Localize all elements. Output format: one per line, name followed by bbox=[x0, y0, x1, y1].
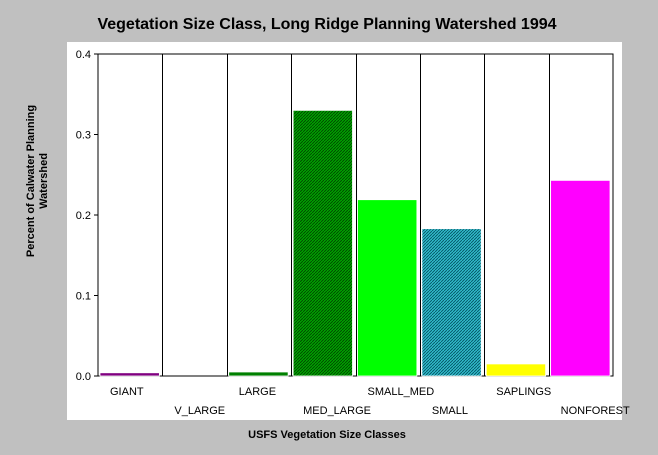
bar-med-large bbox=[292, 109, 353, 377]
x-category-label: GIANT bbox=[110, 386, 144, 398]
bar-saplings bbox=[485, 363, 547, 377]
y-axis-title: Percent of Calwater Planning Watershed bbox=[25, 105, 50, 257]
x-category-label: LARGE bbox=[239, 386, 276, 398]
y-tick-label: 0.4 bbox=[76, 49, 91, 61]
plot-area bbox=[97, 53, 614, 377]
x-category-label: SMALL bbox=[432, 405, 468, 417]
y-axis-ticks: 0.0 0.1 0.2 0.3 0.4 bbox=[76, 49, 98, 383]
x-category-label: MED_LARGE bbox=[303, 405, 371, 417]
x-category-label: V_LARGE bbox=[174, 405, 225, 417]
chart-title: Vegetation Size Class, Long Ridge Planni… bbox=[97, 16, 556, 33]
y-tick-label: 0.3 bbox=[76, 130, 91, 142]
bar-giant bbox=[99, 372, 160, 377]
bar-small bbox=[421, 228, 482, 377]
x-category-label: SMALL_MED bbox=[368, 386, 435, 398]
bar-small-med bbox=[357, 199, 418, 377]
x-category-label: NONFOREST bbox=[561, 405, 630, 417]
y-axis-title-line-1: Percent of Calwater Planning bbox=[25, 105, 37, 257]
x-category-label: SAPLINGS bbox=[496, 386, 551, 398]
bar-large bbox=[228, 371, 289, 377]
bars bbox=[99, 109, 611, 377]
category-dividers bbox=[162, 54, 550, 376]
x-axis-categories: GIANT V_LARGE LARGE MED_LARGE SMALL_MED SMALL… bbox=[110, 386, 630, 417]
y-axis-title-line-2: Watershed bbox=[38, 153, 50, 209]
x-axis-title: USFS Vegetation Size Classes bbox=[248, 429, 406, 441]
y-tick-label: 0.0 bbox=[76, 371, 91, 383]
y-tick-label: 0.2 bbox=[76, 210, 91, 222]
y-tick-label: 0.1 bbox=[76, 291, 91, 303]
bar-nonforest bbox=[550, 179, 611, 377]
